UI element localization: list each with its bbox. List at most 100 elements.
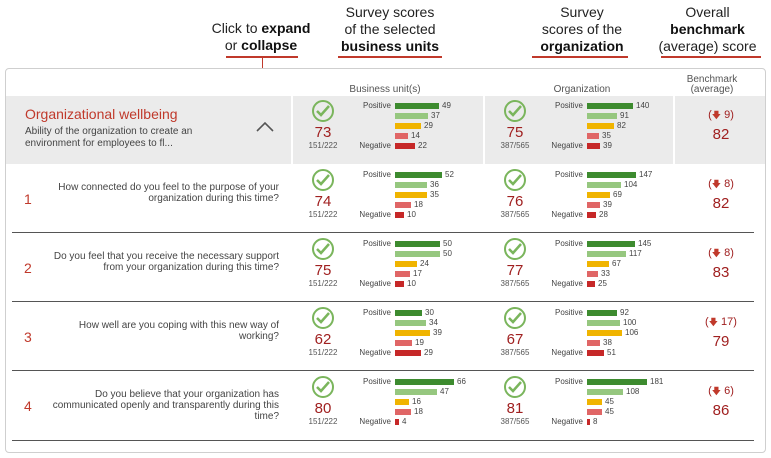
bar-5 [587,211,596,218]
annotation-organization: Survey scores of the organization [522,4,642,55]
bar-value: 69 [613,189,622,199]
bar-value: 147 [639,169,653,179]
annotation-text: of the selected [344,21,436,37]
bar-value: 37 [431,111,440,120]
bar-value: 14 [411,131,420,140]
bar-value: 100 [623,317,637,327]
row-divider [12,301,754,302]
bar-2 [587,181,621,188]
annotation-text: Survey scores [345,4,435,20]
bar-4 [395,408,411,415]
benchmark-delta-value: 17 [721,315,734,328]
benchmark-delta: (🡇 9) [708,109,734,121]
bar-1 [587,171,636,178]
bar-1 [395,378,454,385]
question-index: 3 [24,328,32,345]
bar-2 [395,181,427,188]
bar-value: 36 [430,179,439,189]
bar-2 [587,319,620,326]
checkmark-icon [312,375,334,398]
positive-label: Positive [554,376,583,386]
bar-3 [395,398,409,405]
negative-label: Negative [551,209,583,219]
benchmark-delta-value: 9 [724,109,731,121]
question-index: 4 [24,397,32,414]
score-value: 77 [506,261,524,279]
negative-label: Negative [359,416,391,426]
summary-row-organizational-wellbeing[interactable]: Organizational wellbeing Ability of the o… [6,96,765,164]
checkmark-icon [312,306,334,329]
negative-label: Negative [359,347,391,357]
summary-description: Ability of the organization to create an… [25,126,193,149]
bar-value: 18 [414,199,423,209]
bar-4 [587,408,602,415]
annotation-expand-collapse: Click to expand or collapse [196,20,326,54]
bar-value: 29 [424,347,433,357]
bar-value: 67 [612,258,621,268]
checkmark-icon [312,237,334,260]
question-index: 1 [24,190,32,207]
bar-5 [587,418,590,425]
negative-label: Negative [359,141,391,150]
bar-value: 8 [593,416,598,426]
question-row-3[interactable]: 3 How well are you coping with this new w… [6,302,765,371]
question-row-4[interactable]: 4 Do you believe that your organization h… [6,371,765,440]
question-row-2[interactable]: 2 Do you feel that you receive the necess… [6,233,765,302]
positive-label: Positive [362,101,391,110]
annotation-bold: expand [261,20,311,36]
annotation-business-units: Survey scores of the selected business u… [325,4,455,55]
bar-3 [395,191,427,198]
bar-3 [587,191,610,198]
score-value: 67 [506,330,524,348]
response-ratio: 151/222 [308,347,338,357]
annotation-underline [661,56,761,58]
checkmark-icon [504,237,526,260]
bar-value: 49 [442,101,451,110]
bar-value: 50 [443,248,452,258]
bar-value: 19 [415,337,424,347]
response-ratio: 387/565 [500,141,530,150]
collapse-chevron-icon[interactable] [256,120,274,132]
bar-1 [587,309,617,316]
bar-3 [395,123,421,129]
bar-value: 145 [638,238,652,248]
checkmark-icon [504,168,526,191]
positive-label: Positive [362,238,391,248]
row-divider [12,370,754,371]
bar-value: 39 [603,141,612,150]
bar-value: 25 [598,278,607,288]
bar-5 [587,143,600,149]
benchmark-delta-value: 8 [724,246,731,259]
annotation-bold: collapse [241,37,298,53]
bar-value: 52 [445,169,454,179]
bar-value: 10 [407,278,416,288]
benchmark-score: 86 [712,401,730,419]
bar-value: 22 [418,141,427,150]
positive-label: Positive [362,307,391,317]
bar-value: 117 [629,248,642,258]
bar-value: 35 [430,189,439,199]
annotation-text: Overall [685,4,730,20]
bar-5 [587,349,604,356]
response-ratio: 151/222 [308,278,338,288]
annotation-text: (average) score [658,38,757,54]
benchmark-delta: (🡇 8) [708,246,734,259]
bar-5 [395,211,404,218]
bar-value: 38 [603,337,612,347]
bar-value: 4 [402,416,407,426]
column-header-business-units: Business unit(s) [349,84,421,95]
score-value: 81 [506,399,524,417]
annotation-underline [338,56,442,58]
bar-value: 92 [620,307,629,317]
bar-3 [587,329,622,336]
bar-3 [587,123,614,129]
bar-value: 91 [620,111,629,120]
question-row-1[interactable]: 1 How connected do you feel to the purpos… [6,164,765,233]
response-ratio: 151/222 [308,209,338,219]
benchmark-score: 83 [712,263,730,281]
annotation-benchmark: Overall benchmark (average) score [650,4,765,55]
bar-value: 45 [605,406,614,416]
benchmark-delta-value: 8 [724,177,731,190]
checkmark-icon [312,100,334,122]
column-header-organization: Organization [553,84,611,95]
